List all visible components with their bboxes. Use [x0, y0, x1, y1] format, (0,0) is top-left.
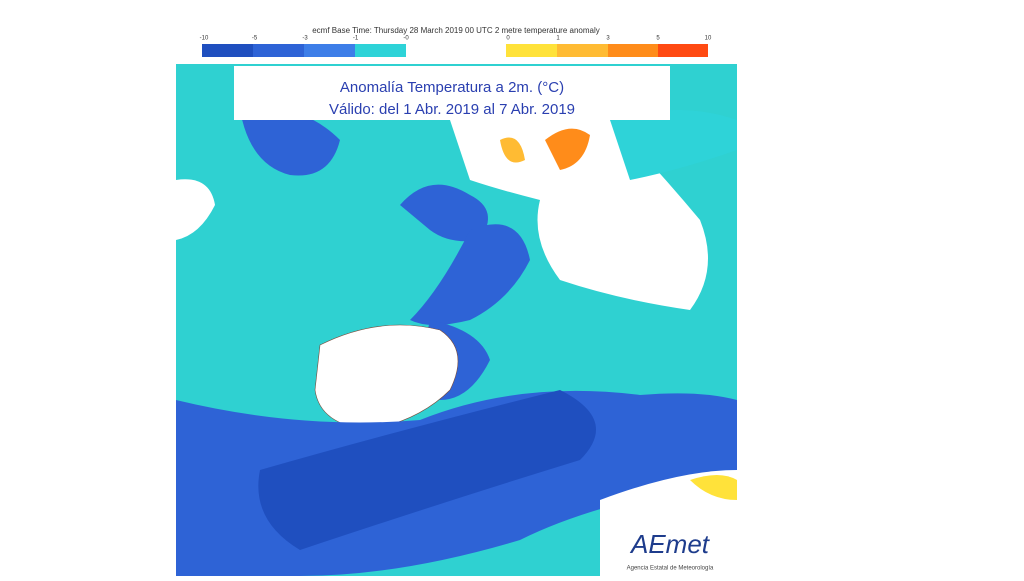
legend-labels: -10 -5 -3 -1 -0 0 1 3 5 10 — [200, 36, 712, 42]
swatch — [202, 44, 253, 57]
cold-area — [410, 224, 530, 325]
legend-label: -5 — [252, 36, 258, 42]
logo-subtitle: Agencia Estatal de Meteorología — [627, 566, 714, 572]
legend-label: -10 — [200, 36, 209, 42]
header-title: ecmf Base Time: Thursday 28 March 2019 0… — [312, 26, 600, 35]
legend-label: 1 — [556, 36, 560, 42]
neutral-area — [176, 179, 215, 240]
legend-label: 0 — [506, 36, 510, 42]
legend-cold — [202, 44, 406, 57]
map — [176, 64, 737, 576]
cold-area — [610, 110, 737, 180]
swatch — [304, 44, 355, 57]
swatch — [253, 44, 304, 57]
legend-warm — [506, 44, 708, 57]
logo-box — [600, 518, 737, 576]
map-title: Anomalía Temperatura a 2m. (°C) — [340, 79, 564, 96]
warm-area — [690, 475, 737, 500]
legend-label: -0 — [403, 36, 409, 42]
warm-area — [545, 128, 590, 170]
legend-label: -3 — [302, 36, 308, 42]
legend-label: -1 — [353, 36, 359, 42]
legend-label: 10 — [705, 36, 712, 42]
map-subtitle: Válido: del 1 Abr. 2019 al 7 Abr. 2019 — [329, 101, 575, 118]
swatch — [608, 44, 658, 57]
logo-name: AEmet — [629, 529, 711, 559]
cold-area — [400, 184, 488, 242]
swatch — [355, 44, 406, 57]
very-cold-area — [258, 390, 596, 550]
cold-area — [240, 108, 340, 176]
warm-area — [500, 137, 525, 163]
legend-label: 5 — [656, 36, 660, 42]
map-title-box — [234, 66, 670, 120]
swatch — [506, 44, 557, 57]
swatch — [658, 44, 708, 57]
legend-label: 3 — [606, 36, 610, 42]
swatch — [557, 44, 608, 57]
